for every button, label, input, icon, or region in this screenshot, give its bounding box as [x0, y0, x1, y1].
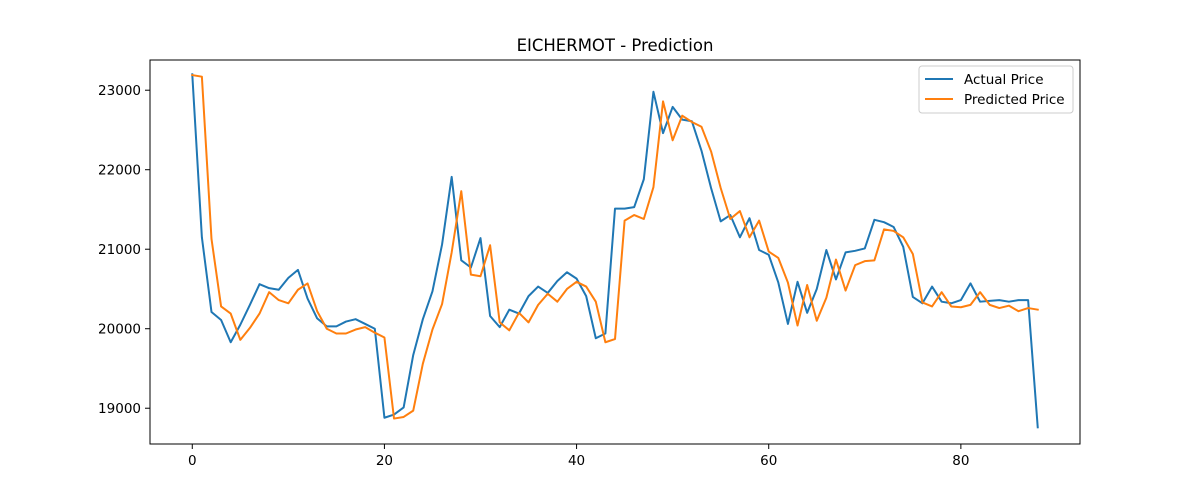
y-tick-label: 22000	[98, 163, 141, 179]
y-axis: 19000 20000 21000 22000 23000	[98, 83, 150, 417]
plot-area: 0 20 40 60 80 19000 20000 21000 22000 23000	[98, 59, 1081, 469]
x-tick-label: 80	[952, 453, 969, 469]
series-line-predicted-price	[191, 73, 1039, 420]
x-tick-label: 20	[376, 453, 393, 469]
chart-title: EICHERMOT - Prediction	[517, 36, 714, 55]
x-tick-label: 60	[760, 453, 777, 469]
y-tick-label: 19000	[98, 401, 141, 417]
series-lines	[191, 73, 1039, 429]
x-tick-label: 40	[568, 453, 585, 469]
legend-box	[918, 65, 1074, 114]
x-axis: 0 20 40 60 80	[188, 444, 969, 469]
legend-label-actual-price: Actual Price	[964, 72, 1044, 88]
x-tick-label: 0	[188, 453, 197, 469]
y-tick-label: 20000	[98, 322, 141, 338]
legend-label-predicted-price: Predicted Price	[964, 92, 1065, 108]
y-tick-label: 23000	[98, 83, 141, 99]
axes-frame	[149, 59, 1081, 445]
y-tick-label: 21000	[98, 242, 141, 258]
legend: Actual Price Predicted Price	[918, 65, 1074, 114]
